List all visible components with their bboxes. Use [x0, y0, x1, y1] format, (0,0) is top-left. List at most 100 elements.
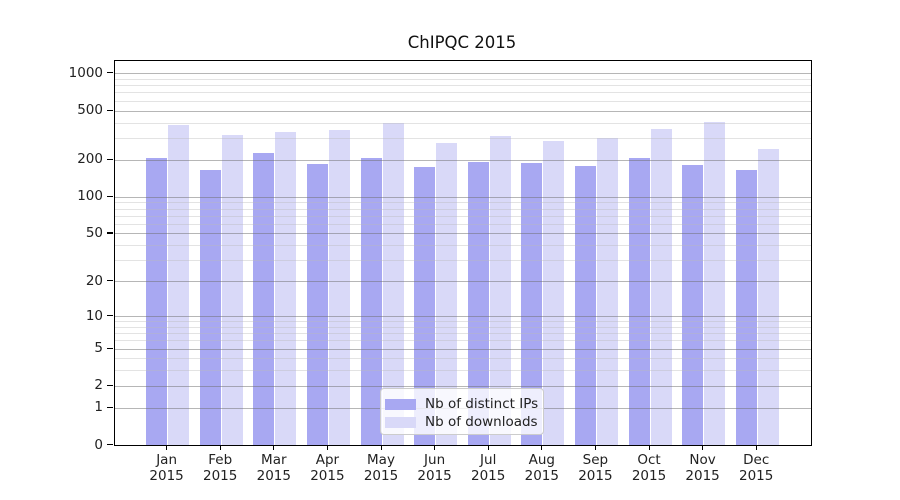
y-tick-mark: [107, 406, 113, 408]
y-tick-mark: [107, 232, 113, 234]
x-tick-month: Aug: [528, 452, 555, 468]
minor-gridline: [115, 85, 811, 87]
x-tick-month: May: [367, 452, 395, 468]
minor-gridline: [115, 340, 811, 342]
x-tick-month: Sep: [582, 452, 609, 468]
y-tick-mark: [107, 72, 113, 74]
x-tick-month: Oct: [637, 452, 661, 468]
x-tick-mark: [594, 445, 597, 450]
x-tick-month: Jul: [480, 452, 497, 468]
major-gridline: [115, 196, 811, 198]
minor-gridline: [115, 100, 811, 102]
major-gridline: [115, 73, 811, 75]
x-tick-label-jun: Jun 2015: [405, 452, 465, 484]
minor-gridline: [115, 223, 811, 225]
minor-gridline: [115, 137, 811, 139]
y-tick-label: 10: [85, 307, 103, 324]
x-tick-month: Jan: [156, 452, 177, 468]
bar-downloads-sep: [596, 137, 618, 445]
x-tick-year: 2015: [524, 468, 559, 484]
bar-ips-nov: [682, 165, 704, 445]
x-tick-mark: [487, 445, 489, 450]
y-tick-label: 50: [85, 224, 103, 241]
bar-downloads-mar: [275, 132, 297, 445]
y-tick-label: 500: [77, 102, 103, 118]
x-tick-mark: [219, 445, 221, 450]
x-tick-month: Dec: [743, 452, 770, 468]
minor-gridline: [115, 122, 811, 124]
x-tick-year: 2015: [203, 468, 238, 484]
x-tick-month: Nov: [689, 452, 716, 468]
x-tick-year: 2015: [739, 468, 774, 484]
bar-downloads-jun: [436, 143, 458, 445]
bar-ips-oct: [628, 157, 650, 445]
x-tick-month: Jun: [424, 452, 446, 468]
legend-entry-ips: Nb of distinct IPs: [385, 395, 539, 413]
major-gridline: [115, 281, 811, 283]
x-tick-mark: [755, 445, 757, 450]
legend-label: Nb of distinct IPs: [425, 396, 539, 412]
bars-layer: [115, 61, 811, 445]
x-tick-year: 2015: [363, 468, 399, 484]
x-tick-year: 2015: [631, 468, 667, 484]
x-tick-mark: [380, 445, 382, 450]
minor-gridline: [115, 92, 811, 94]
y-tick-label: 1: [94, 399, 103, 416]
minor-gridline: [115, 321, 811, 323]
minor-gridline: [115, 326, 811, 328]
x-tick-label-may: May 2015: [351, 452, 411, 484]
x-tick-year: 2015: [685, 468, 720, 484]
x-tick-month: Mar: [261, 452, 287, 468]
major-gridline: [115, 159, 811, 161]
bar-ips-dec: [735, 170, 757, 445]
x-tick-label-nov: Nov 2015: [673, 452, 733, 484]
legend-swatch-icon: [385, 416, 416, 428]
bar-ips-mar: [253, 153, 275, 445]
x-tick-mark: [702, 445, 704, 450]
y-tick-mark: [107, 347, 113, 349]
y-tick-mark: [107, 444, 113, 446]
x-tick-mark: [166, 445, 168, 450]
y-tick-mark: [107, 315, 113, 317]
minor-gridline: [115, 202, 811, 204]
minor-gridline: [115, 370, 811, 372]
y-tick-label: 1000: [68, 64, 103, 81]
legend: Nb of distinct IPs Nb of downloads: [380, 388, 544, 435]
bar-ips-sep: [574, 165, 596, 445]
y-tick-label: 0: [94, 436, 103, 453]
minor-gridline: [115, 208, 811, 210]
legend-swatch-icon: [385, 398, 416, 410]
minor-gridline: [115, 333, 811, 335]
y-tick-mark: [107, 158, 113, 160]
bar-downloads-apr: [328, 130, 350, 445]
chart-title: ChIPQC 2015: [407, 33, 517, 52]
y-tick-label: 200: [77, 151, 103, 168]
bar-downloads-jul: [489, 136, 511, 445]
minor-gridline: [115, 215, 811, 217]
x-tick-label-sep: Sep 2015: [565, 452, 625, 484]
minor-gridline: [115, 260, 811, 262]
y-tick-mark: [107, 109, 113, 111]
major-gridline: [115, 385, 811, 387]
y-tick-label: 100: [77, 188, 103, 205]
x-tick-mark: [434, 445, 436, 450]
x-tick-year: 2015: [578, 468, 613, 484]
x-tick-mark: [326, 445, 329, 450]
minor-gridline: [115, 358, 811, 360]
bar-ips-jun: [414, 166, 436, 445]
major-gridline: [115, 110, 811, 112]
y-tick-mark: [107, 195, 113, 197]
x-tick-year: 2015: [256, 468, 291, 484]
x-tick-month: Feb: [208, 452, 233, 468]
y-tick-mark: [107, 280, 113, 282]
minor-gridline: [115, 245, 811, 247]
x-tick-year: 2015: [417, 468, 452, 484]
x-tick-label-jul: Jul 2015: [458, 452, 518, 484]
x-tick-mark: [273, 445, 275, 450]
x-tick-year: 2015: [471, 468, 506, 484]
bar-downloads-nov: [704, 122, 726, 445]
major-gridline: [115, 348, 811, 350]
x-tick-year: 2015: [310, 468, 345, 484]
bar-ips-may: [360, 157, 382, 445]
bar-downloads-oct: [650, 129, 672, 445]
